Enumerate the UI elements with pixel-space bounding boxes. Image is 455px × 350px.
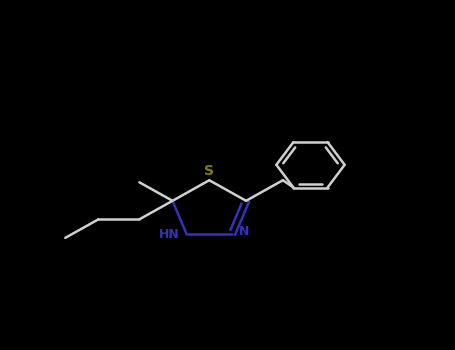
Text: S: S — [204, 164, 214, 178]
Text: HN: HN — [159, 228, 180, 240]
Text: N: N — [239, 225, 249, 238]
